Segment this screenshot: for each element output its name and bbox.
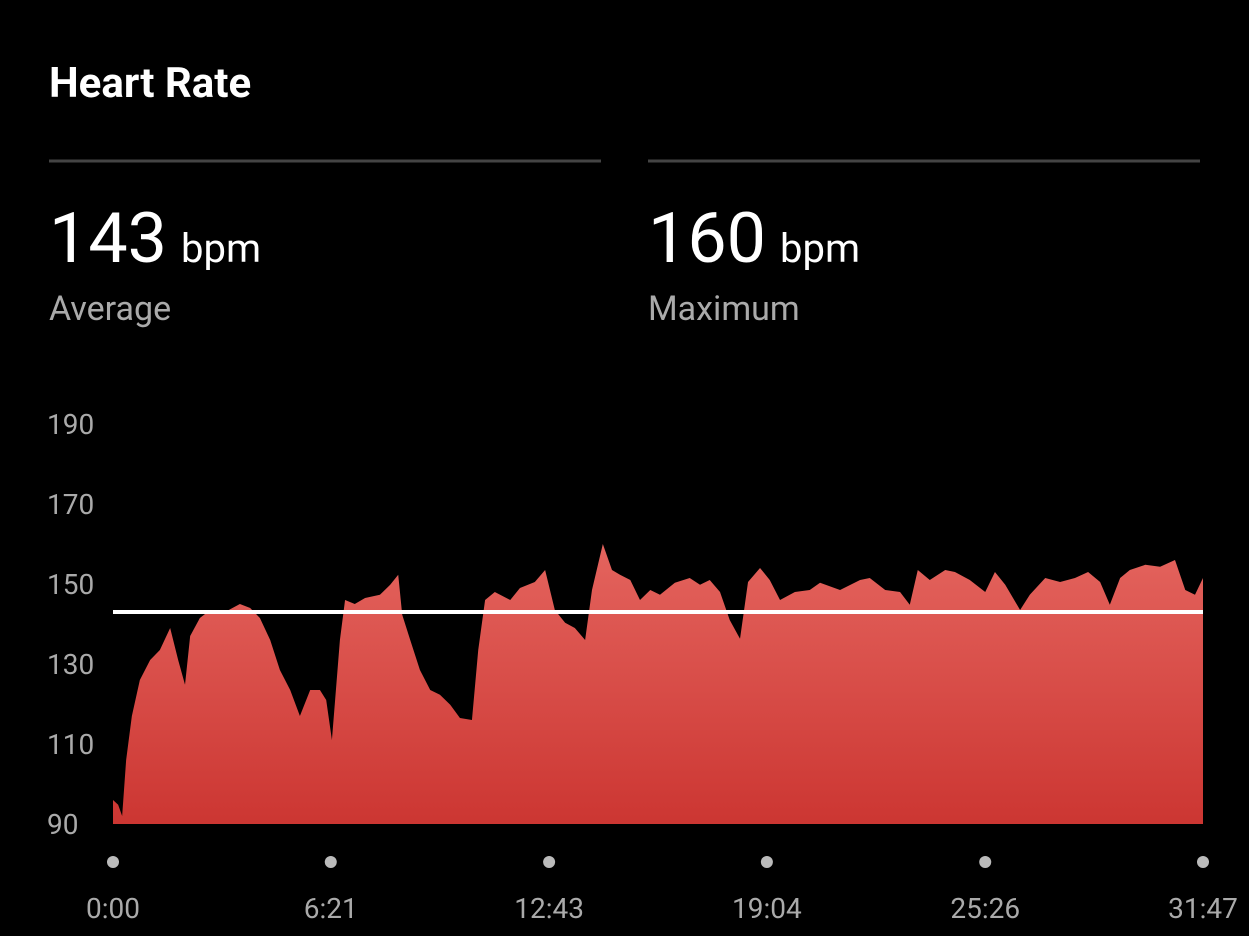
y-tick-label: 170 [47, 488, 94, 521]
x-tick-label: 6:21 [304, 892, 358, 925]
stat-label: Maximum [648, 289, 800, 329]
x-tick-label: 31:47 [1168, 892, 1238, 925]
stat-value: 143 [49, 198, 167, 280]
x-tick-dot [324, 856, 337, 868]
x-tick-dot [1197, 856, 1209, 868]
y-tick-label: 130 [47, 648, 94, 681]
y-tick-label: 110 [47, 728, 94, 761]
y-tick-label: 150 [47, 568, 94, 601]
heart-rate-area [113, 544, 1203, 824]
title: Heart Rate [49, 59, 251, 108]
x-tick-label: 0:00 [86, 892, 140, 925]
stat-value-line: 160 bpm [648, 198, 860, 280]
x-tick-dot [979, 856, 992, 868]
x-tick-dot [760, 856, 773, 868]
y-tick-label: 90 [47, 808, 78, 841]
x-tick-dot [107, 856, 119, 868]
stat-unit: bpm [181, 225, 261, 272]
x-tick-dot [543, 856, 556, 868]
x-tick-label: 19:04 [732, 892, 802, 925]
y-tick-label: 190 [47, 408, 94, 441]
stat-value-line: 143 bpm [49, 198, 261, 280]
stat-unit: bpm [780, 225, 860, 272]
x-tick-label: 25:26 [950, 892, 1020, 925]
stat-label: Average [49, 289, 171, 329]
x-tick-label: 12:43 [514, 892, 584, 925]
stat-value: 160 [648, 198, 766, 280]
